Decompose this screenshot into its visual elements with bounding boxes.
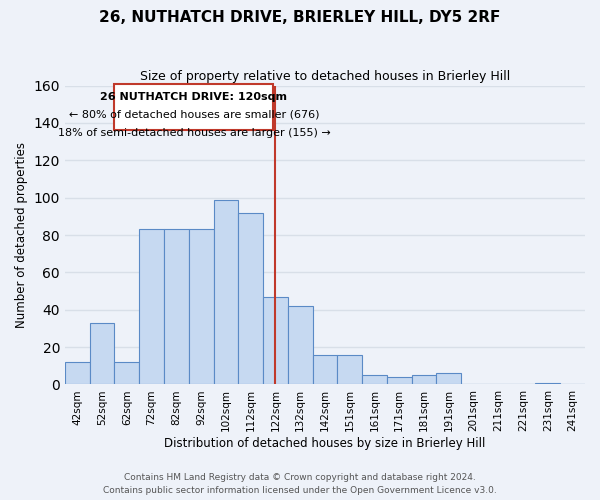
- FancyBboxPatch shape: [115, 84, 274, 130]
- Bar: [337, 354, 362, 384]
- Bar: [115, 362, 139, 384]
- Bar: [238, 212, 263, 384]
- Text: 26, NUTHATCH DRIVE, BRIERLEY HILL, DY5 2RF: 26, NUTHATCH DRIVE, BRIERLEY HILL, DY5 2…: [100, 10, 500, 25]
- Bar: [436, 373, 461, 384]
- Bar: [164, 230, 189, 384]
- Text: Contains HM Land Registry data © Crown copyright and database right 2024.
Contai: Contains HM Land Registry data © Crown c…: [103, 474, 497, 495]
- Bar: [387, 377, 412, 384]
- Bar: [362, 375, 387, 384]
- Bar: [89, 323, 115, 384]
- Bar: [189, 230, 214, 384]
- Bar: [313, 354, 337, 384]
- Bar: [214, 200, 238, 384]
- Text: ← 80% of detached houses are smaller (676): ← 80% of detached houses are smaller (67…: [68, 110, 319, 120]
- Text: 26 NUTHATCH DRIVE: 120sqm: 26 NUTHATCH DRIVE: 120sqm: [100, 92, 287, 102]
- Bar: [535, 382, 560, 384]
- Text: 18% of semi-detached houses are larger (155) →: 18% of semi-detached houses are larger (…: [58, 128, 331, 138]
- Title: Size of property relative to detached houses in Brierley Hill: Size of property relative to detached ho…: [140, 70, 510, 83]
- Y-axis label: Number of detached properties: Number of detached properties: [15, 142, 28, 328]
- Bar: [263, 296, 288, 384]
- Bar: [139, 230, 164, 384]
- Bar: [412, 375, 436, 384]
- X-axis label: Distribution of detached houses by size in Brierley Hill: Distribution of detached houses by size …: [164, 437, 485, 450]
- Bar: [288, 306, 313, 384]
- Bar: [65, 362, 89, 384]
